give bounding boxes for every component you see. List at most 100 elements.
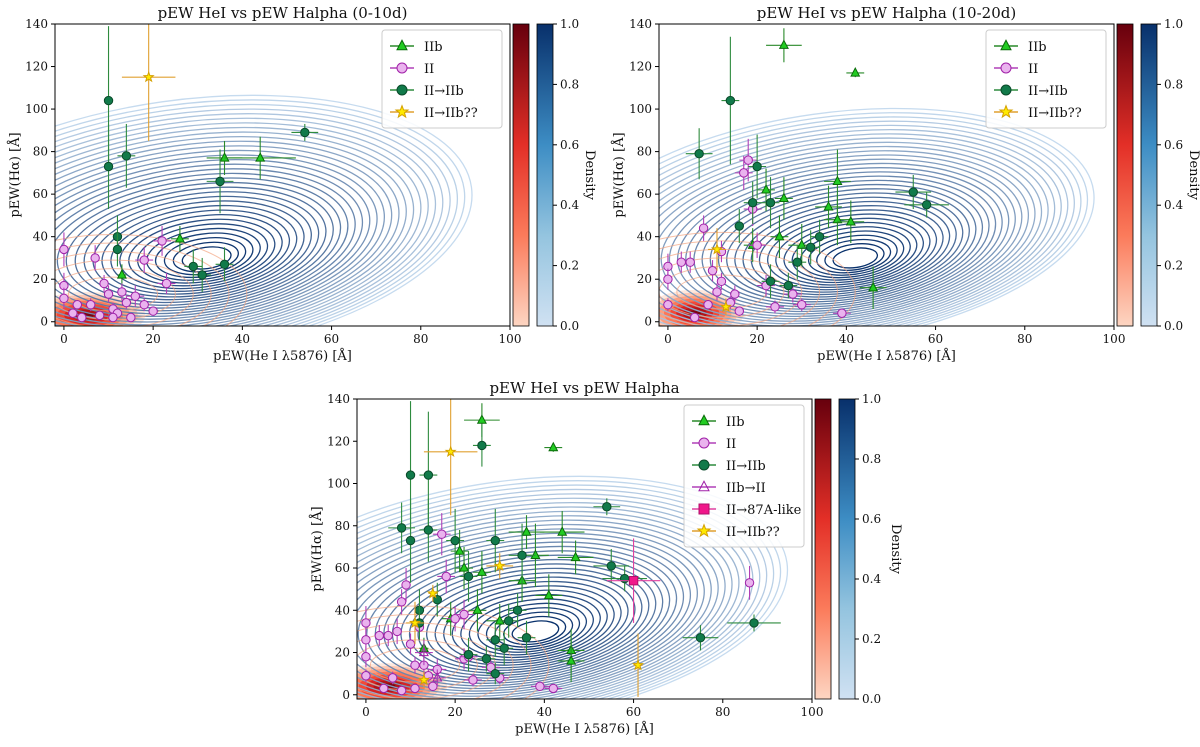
- data-point: [765, 197, 776, 208]
- data-point: [481, 654, 492, 664]
- data-point: [472, 604, 483, 614]
- colorbar-label: Density: [582, 150, 597, 201]
- blue-density-contour: [659, 154, 1023, 322]
- plot-content: [659, 28, 1095, 326]
- data-point: [428, 681, 438, 692]
- data-point: [405, 470, 416, 480]
- legend-marker: [698, 437, 710, 449]
- legend-label: II→IIb??: [726, 525, 780, 540]
- data-point: [503, 616, 514, 626]
- legend-label: II: [726, 437, 736, 452]
- data-point: [765, 276, 776, 287]
- blue-density-contour: [55, 172, 349, 315]
- x-tick-label: 0: [60, 332, 68, 346]
- y-tick-label: 100: [327, 477, 350, 491]
- data-point: [805, 242, 816, 253]
- data-point: [139, 255, 149, 265]
- y-tick-label: 140: [25, 17, 48, 31]
- series-IIb: [743, 28, 887, 309]
- data-point: [459, 562, 470, 572]
- blue-density-contour: [55, 94, 473, 326]
- plot-content: [55, 24, 473, 326]
- legend-item: II→IIb: [390, 84, 464, 99]
- data-point: [72, 300, 83, 310]
- legend-label: IIb: [424, 40, 443, 55]
- blue-density-contour: [659, 150, 1030, 325]
- data-point: [749, 618, 759, 628]
- blue-density-contour: [110, 209, 291, 292]
- data-point: [712, 287, 722, 297]
- blue-density-contour: [717, 188, 970, 303]
- blue-density-contour: [357, 484, 775, 699]
- legend-marker: [698, 459, 710, 471]
- data-point: [459, 609, 469, 620]
- data-point: [108, 312, 118, 323]
- data-point: [361, 671, 371, 681]
- colorbar-tick-label: 0.0: [862, 692, 881, 706]
- data-point: [468, 675, 478, 685]
- blue-density-contour: [55, 149, 386, 326]
- data-point: [361, 652, 371, 662]
- data-point: [130, 291, 140, 301]
- data-point: [59, 293, 69, 304]
- blue-density-contour: [659, 120, 1075, 326]
- colorbar-tick-label: 1.0: [862, 392, 881, 406]
- data-point: [121, 151, 132, 161]
- y-tick-label: 40: [33, 230, 48, 244]
- axis-ticks: 0 20 40 60 80 100 0 20 40 60 80 100 120 140: [25, 17, 521, 346]
- y-axis-label: pEW(Hα) [Å]: [611, 132, 627, 217]
- data-point: [494, 614, 505, 625]
- series-IIb→II: [414, 639, 447, 687]
- data-point: [788, 289, 798, 299]
- blue-density-contour: [659, 112, 1089, 326]
- colorbar-label: Density: [1186, 150, 1200, 201]
- blue-density-contour: [783, 221, 918, 284]
- series-II→IIb??: [406, 399, 645, 697]
- data-point: [300, 127, 310, 138]
- data-point: [255, 152, 266, 162]
- colorbar-tick-label: 1.0: [1164, 17, 1183, 31]
- data-point: [379, 683, 389, 694]
- data-point: [437, 529, 447, 539]
- data-point: [361, 618, 371, 628]
- blue-density-contour: [119, 214, 283, 290]
- y-tick-label: 120: [327, 434, 350, 448]
- blue-density-contour: [163, 237, 247, 276]
- blue-density-contour: [55, 163, 364, 320]
- blue-density-contour: [55, 103, 459, 326]
- data-point: [418, 646, 429, 657]
- legend: IIb II II→IIb II→IIb??: [381, 29, 503, 129]
- y-tick-label: 60: [335, 561, 350, 575]
- data-point: [215, 176, 225, 187]
- axis-ticks: 0 20 40 60 80 100 0 20 40 60 80 100 120 140: [629, 17, 1125, 346]
- red-density-line: [55, 259, 194, 326]
- plot-frame: [54, 23, 511, 327]
- colorbar-label: Density: [888, 524, 903, 575]
- data-point: [499, 643, 509, 653]
- data-point: [94, 310, 105, 321]
- data-point: [197, 270, 207, 280]
- y-tick-label: 140: [629, 17, 652, 31]
- plot-frame: [658, 23, 1115, 327]
- blue-density-contour: [485, 607, 581, 651]
- blue-density-contour: [55, 136, 407, 326]
- data-point: [850, 67, 861, 77]
- data-point: [676, 257, 687, 267]
- blue-density-contour: [417, 572, 636, 671]
- colorbar-tick-label: 0.6: [560, 138, 579, 152]
- blue-density-contour: [357, 537, 692, 692]
- x-tick-label: 80: [413, 332, 428, 346]
- data-point: [778, 192, 789, 203]
- legend-item: IIb: [390, 39, 443, 55]
- y-tick-label: 120: [25, 60, 48, 74]
- blue-density-contour: [659, 107, 1095, 326]
- data-point: [410, 660, 420, 670]
- blue-density-contour: [660, 158, 1016, 320]
- data-point: [383, 630, 393, 641]
- data-point: [770, 302, 780, 312]
- blue-density-contour: [83, 195, 312, 301]
- y-tick-label: 40: [637, 230, 652, 244]
- data-point: [219, 259, 230, 270]
- y-tick-label: 120: [629, 60, 652, 74]
- data-point: [725, 95, 736, 106]
